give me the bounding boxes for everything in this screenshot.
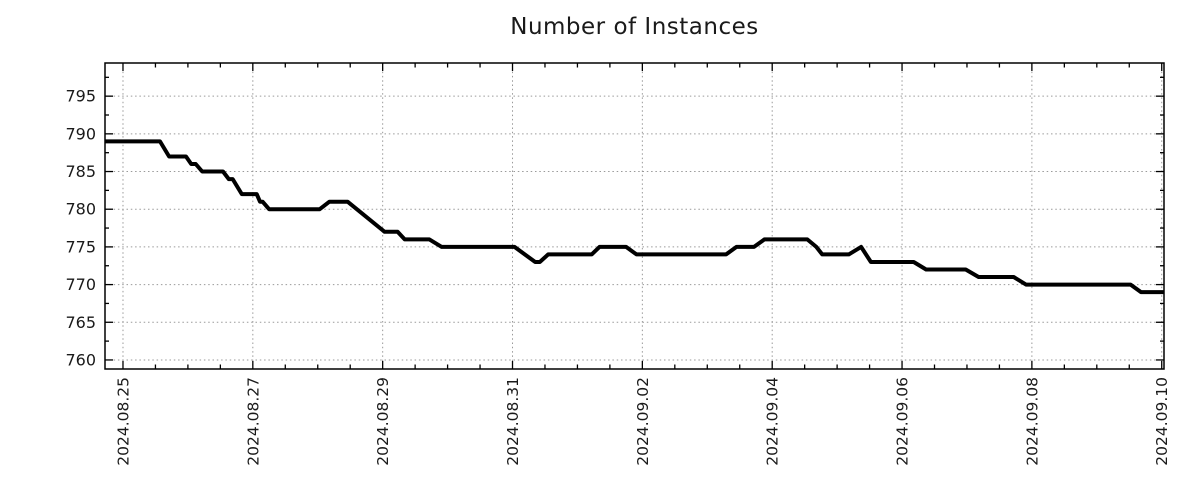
y-tick-label: 780 xyxy=(65,200,96,219)
y-tick-label: 765 xyxy=(65,313,96,332)
chart-title: Number of Instances xyxy=(510,14,759,40)
x-tick-label: 2024.08.27 xyxy=(244,377,262,466)
data-line-instances xyxy=(105,139,1164,295)
x-tick-label: 2024.09.04 xyxy=(764,377,782,466)
x-tick-label: 2024.08.29 xyxy=(374,377,392,466)
x-tick-label: 2024.09.02 xyxy=(634,377,652,466)
x-tick-label: 2024.09.06 xyxy=(894,377,912,466)
y-tick-label: 795 xyxy=(65,87,96,106)
y-tick-label: 760 xyxy=(65,350,96,369)
y-tick-label: 785 xyxy=(65,162,96,181)
plot-border xyxy=(104,62,1165,370)
y-tick-label: 770 xyxy=(65,275,96,294)
x-tick-label: 2024.09.10 xyxy=(1153,377,1171,466)
y-tick-label: 790 xyxy=(65,124,96,143)
x-tick-label: 2024.08.25 xyxy=(114,377,132,466)
x-tick-label: 2024.08.31 xyxy=(504,377,522,466)
x-tick-label: 2024.09.08 xyxy=(1023,377,1041,466)
y-tick-label: 775 xyxy=(65,237,96,256)
